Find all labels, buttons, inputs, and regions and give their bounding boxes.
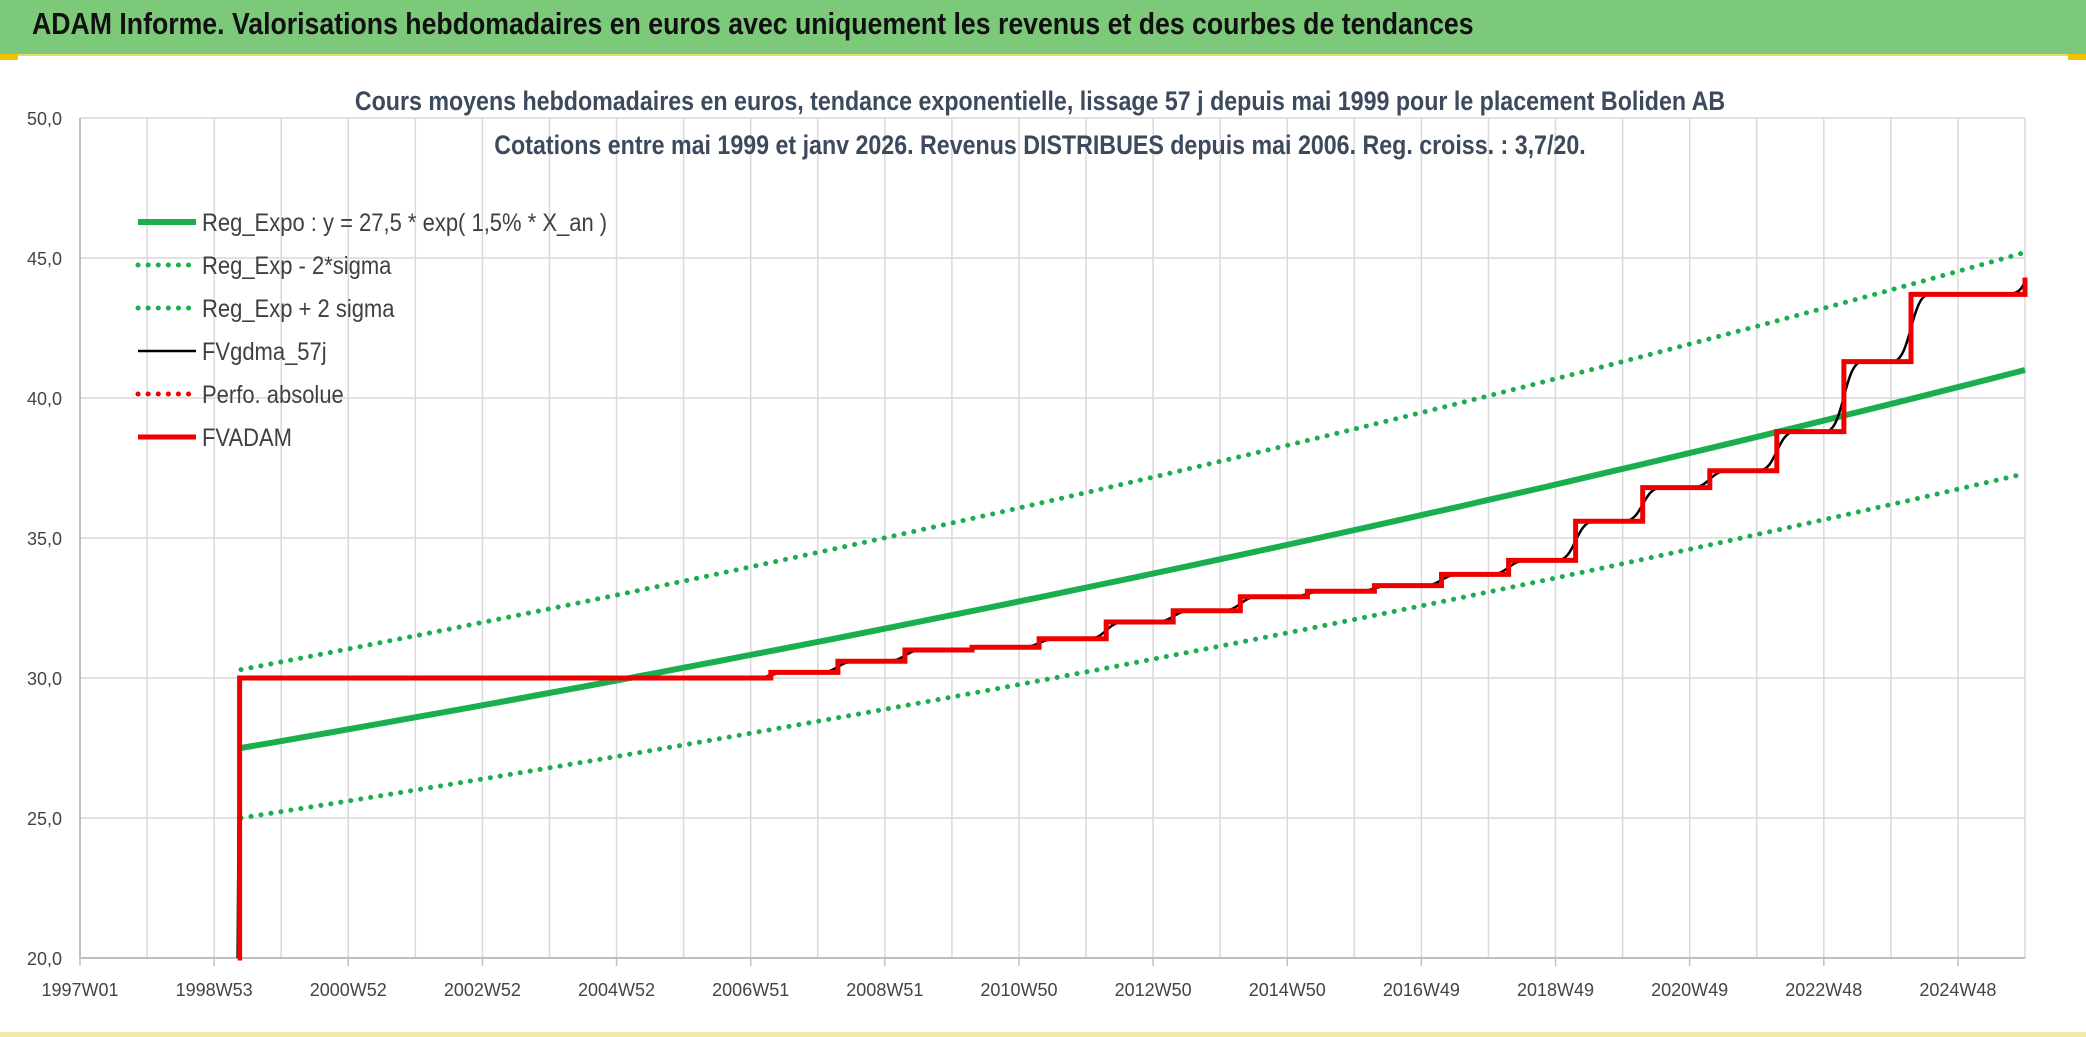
y-tick-label: 20,0 <box>27 949 62 969</box>
series-layer <box>236 249 2028 961</box>
x-tick-label: 1997W01 <box>41 980 118 1000</box>
x-tick-label: 2006W51 <box>712 980 789 1000</box>
y-tick-label: 45,0 <box>27 249 62 269</box>
x-tick-label: 2000W52 <box>310 980 387 1000</box>
y-tick-label: 50,0 <box>27 109 62 129</box>
x-tick-label: 2022W48 <box>1785 980 1862 1000</box>
x-tick-label: 2012W50 <box>1115 980 1192 1000</box>
header-title: ADAM Informe. Valorisations hebdomadaire… <box>32 6 1474 41</box>
gridlines <box>79 117 2026 959</box>
legend-label: Reg_Exp - 2*sigma <box>202 252 392 280</box>
series-line-2 <box>238 249 2028 673</box>
x-tick-label: 2024W48 <box>1919 980 1996 1000</box>
chart-subtitle: Cotations entre mai 1999 et janv 2026. R… <box>494 130 1585 160</box>
x-tick-label: 2020W49 <box>1651 980 1728 1000</box>
x-tick-label: 2016W49 <box>1383 980 1460 1000</box>
x-tick-label: 2014W50 <box>1249 980 1326 1000</box>
bottom-bar <box>0 1032 2086 1037</box>
chart: 20,0 25,0 30,0 35,0 40,0 45,0 50,0 1997W01 1998W… <box>27 86 2028 1000</box>
x-tick-label: 2008W51 <box>846 980 923 1000</box>
y-tick-label: 40,0 <box>27 389 62 409</box>
legend-label: FVADAM <box>202 424 292 452</box>
y-tick-label: 25,0 <box>27 809 62 829</box>
series-line-5 <box>237 277 2028 961</box>
legend-label: Perfo. absolue <box>202 381 344 409</box>
axis-ticks: 20,0 25,0 30,0 35,0 40,0 45,0 50,0 1997W01 1998W… <box>27 109 1997 1000</box>
series-line-1 <box>238 471 2028 821</box>
legend-label: Reg_Expo : y = 27,5 * exp( 1,5% * X_an ) <box>202 209 607 237</box>
x-tick-label: 1998W53 <box>176 980 253 1000</box>
y-tick-label: 30,0 <box>27 669 62 689</box>
y-tick-label: 35,0 <box>27 529 62 549</box>
corner-accent-right <box>2068 54 2086 60</box>
legend-label: Reg_Exp + 2 sigma <box>202 295 395 323</box>
x-tick-label: 2002W52 <box>444 980 521 1000</box>
x-tick-label: 2018W49 <box>1517 980 1594 1000</box>
chart-titles: Cours moyens hebdomadaires en euros, ten… <box>355 86 1725 160</box>
series-line-0 <box>240 367 2026 751</box>
chart-title: Cours moyens hebdomadaires en euros, ten… <box>355 86 1725 116</box>
header-bar: ADAM Informe. Valorisations hebdomadaire… <box>0 0 2086 56</box>
legend: Reg_Expo : y = 27,5 * exp( 1,5% * X_an )… <box>135 209 607 452</box>
x-tick-label: 2010W50 <box>980 980 1057 1000</box>
corner-accent-left <box>0 54 18 60</box>
legend-label: FVgdma_57j <box>202 338 327 366</box>
x-tick-label: 2004W52 <box>578 980 655 1000</box>
